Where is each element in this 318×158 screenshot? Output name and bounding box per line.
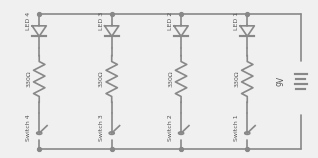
Text: 9V: 9V bbox=[276, 76, 285, 86]
Text: 330Ω: 330Ω bbox=[234, 71, 239, 87]
Text: Switch 3: Switch 3 bbox=[99, 115, 104, 141]
Text: 330Ω: 330Ω bbox=[26, 71, 31, 87]
Text: Switch 1: Switch 1 bbox=[234, 115, 239, 141]
Text: Switch 2: Switch 2 bbox=[168, 115, 173, 141]
Text: LED 2: LED 2 bbox=[168, 12, 173, 30]
Text: LED 3: LED 3 bbox=[99, 12, 104, 30]
Text: LED 1: LED 1 bbox=[234, 12, 239, 30]
Text: LED 4: LED 4 bbox=[26, 12, 31, 30]
Text: 330Ω: 330Ω bbox=[168, 71, 173, 87]
Text: Switch 4: Switch 4 bbox=[26, 115, 31, 141]
Text: 330Ω: 330Ω bbox=[99, 71, 104, 87]
